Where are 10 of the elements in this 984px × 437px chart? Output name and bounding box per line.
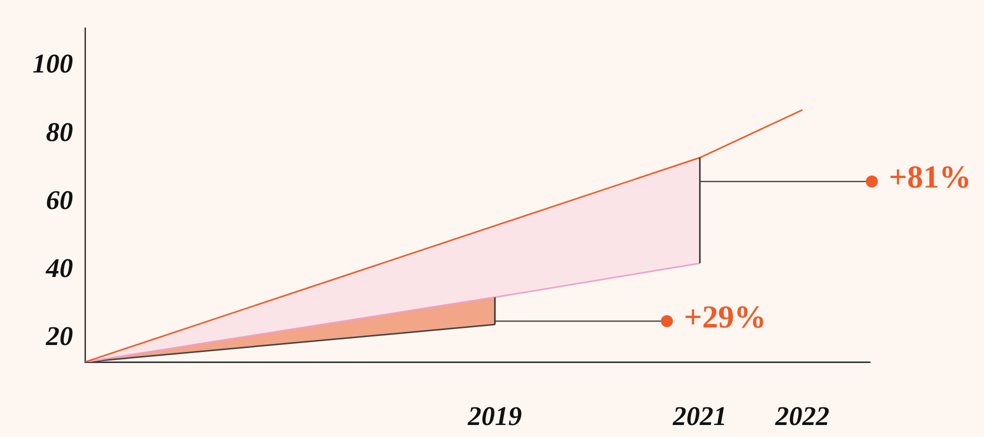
y-tick-label: 80 [46, 116, 74, 147]
x-tick-label: 2021 [672, 401, 727, 432]
annotation: +81% [888, 158, 972, 195]
y-tick-label: 100 [32, 48, 74, 79]
y-tick-label: 20 [45, 321, 74, 352]
x-tick-label: 2019 [466, 401, 522, 432]
y-tick-label: 60 [46, 184, 74, 215]
y-tick-label: 40 [45, 253, 74, 284]
x-tick-label: 2022 [774, 401, 830, 432]
annotation: +29% [684, 298, 766, 334]
